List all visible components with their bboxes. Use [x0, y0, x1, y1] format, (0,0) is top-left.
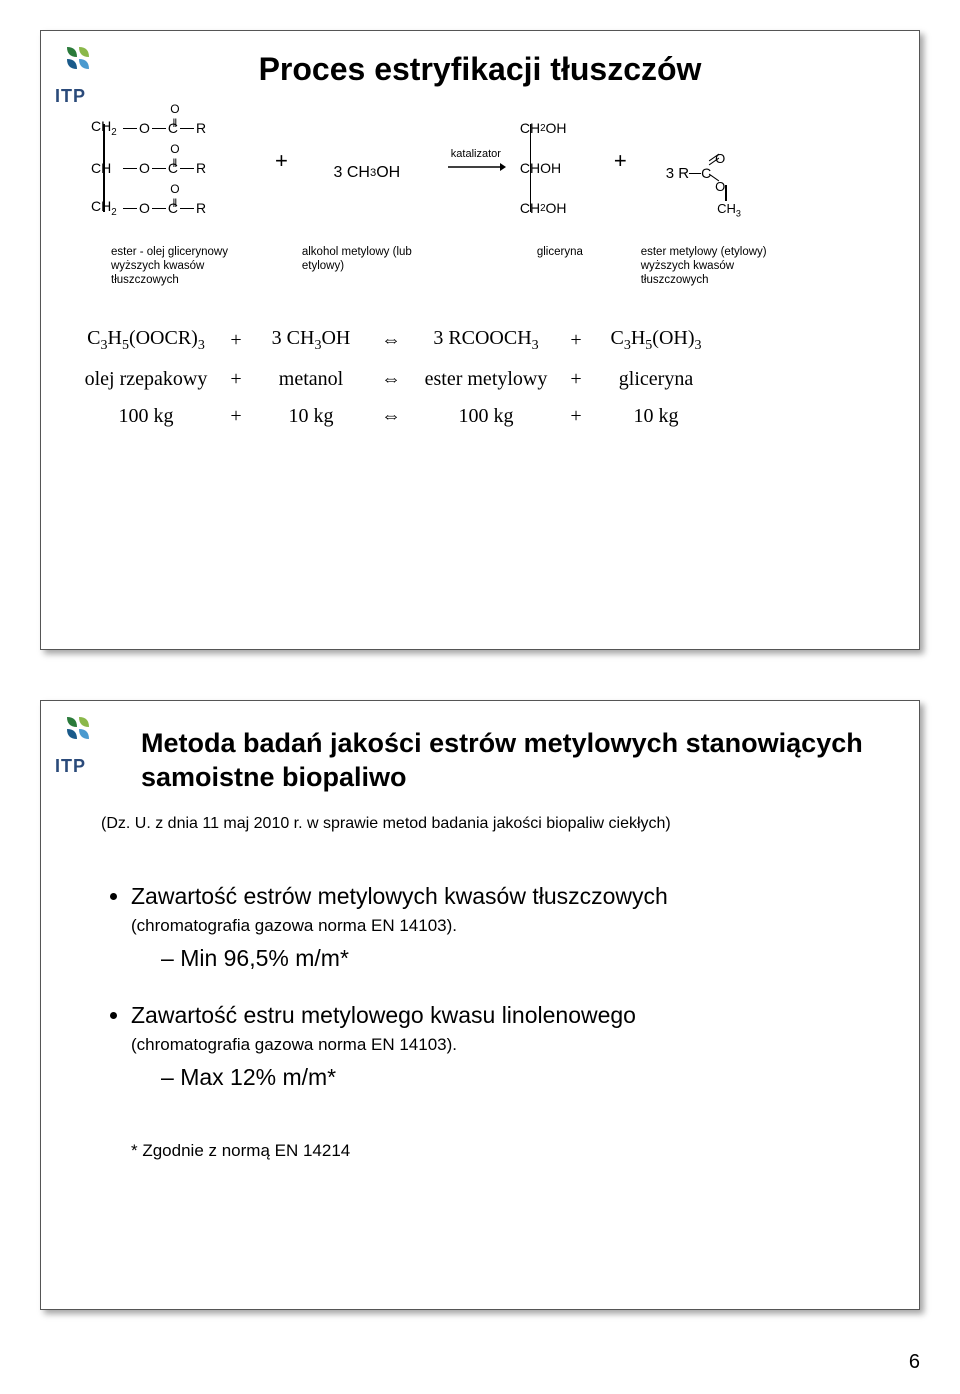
- bullet1-value: Min 96,5% m/m*: [161, 945, 889, 972]
- bullet-ester-content: Zawartość estrów metylowych kwasów tłusz…: [131, 883, 889, 937]
- slide1-title: Proces estryfikacji tłuszczów: [71, 51, 889, 88]
- bullet2-sub: (chromatografia gazowa norma EN 14103).: [131, 1035, 457, 1054]
- stoich-row-names: olej rzepakowy + metanol ⇔ ester metylow…: [71, 368, 889, 391]
- bullet1-sub: (chromatografia gazowa norma EN 14103).: [131, 916, 457, 935]
- itp-logo: ITP: [55, 715, 109, 777]
- stoichiometry-table: C3H5(OOCR)3 + 3 CH3OH ⇔ 3 RCOOCH3 + C3H5…: [71, 327, 889, 428]
- footnote: * Zgodnie z normą EN 14214: [131, 1141, 889, 1161]
- product2-caption: ester metylowy (etylowy) wyższych kwasów…: [641, 246, 771, 287]
- stoich-row-formula: C3H5(OOCR)3 + 3 CH3OH ⇔ 3 RCOOCH3 + C3H5…: [71, 327, 889, 354]
- slide-quality-method: ITP Metoda badań jakości estrów metylowy…: [40, 700, 920, 1310]
- plus-sign: +: [271, 148, 292, 174]
- plus-sign-2: +: [610, 148, 631, 174]
- triglyceride-structure: CH2OO‖CR CHOO‖CR CH2OO‖CR ester - olej g…: [91, 108, 261, 287]
- reactant2-caption: alkohol metylowy (lub etylowy): [302, 246, 432, 274]
- product1-caption: gliceryna: [537, 246, 583, 260]
- bullet-list: Zawartość estrów metylowych kwasów tłusz…: [131, 883, 889, 1091]
- bullet1-main: Zawartość estrów metylowych kwasów tłusz…: [131, 883, 668, 909]
- reaction-arrow: katalizator: [442, 148, 510, 177]
- stoich-row-mass: 100 kg + 10 kg ⇔ 100 kg + 10 kg: [71, 405, 889, 428]
- bullet-linolenic: Zawartość estru metylowego kwasu linolen…: [131, 1002, 889, 1056]
- bullet2-main: Zawartość estru metylowego kwasu linolen…: [131, 1002, 636, 1028]
- citation: (Dz. U. z dnia 11 maj 2010 r. w sprawie …: [101, 815, 889, 833]
- chemical-equation-diagram: CH2OO‖CR CHOO‖CR CH2OO‖CR ester - olej g…: [91, 108, 889, 287]
- bullet2-value: Max 12% m/m*: [161, 1064, 889, 1091]
- methanol-structure: 3 CH3OH alkohol metylowy (lub etylowy): [302, 108, 432, 274]
- logo-text: ITP: [55, 86, 109, 107]
- slide2-title: Metoda badań jakości estrów metylowych s…: [141, 727, 869, 795]
- reactant1-caption: ester - olej glicerynowy wyższych kwasów…: [111, 246, 241, 287]
- page-number: 6: [909, 1351, 920, 1374]
- leaf-icon: [55, 45, 109, 79]
- glycerol-structure: CH2OH CHOH CH2OH gliceryna: [520, 108, 600, 260]
- itp-logo: ITP: [55, 45, 109, 107]
- slide-esterification: ITP Proces estryfikacji tłuszczów CH2OO‖…: [40, 30, 920, 650]
- methyl-ester-structure: 3 RC O O CH3 ester metylowy (etylowy) wy…: [641, 108, 771, 287]
- logo-text: ITP: [55, 756, 109, 777]
- leaf-icon: [55, 715, 109, 749]
